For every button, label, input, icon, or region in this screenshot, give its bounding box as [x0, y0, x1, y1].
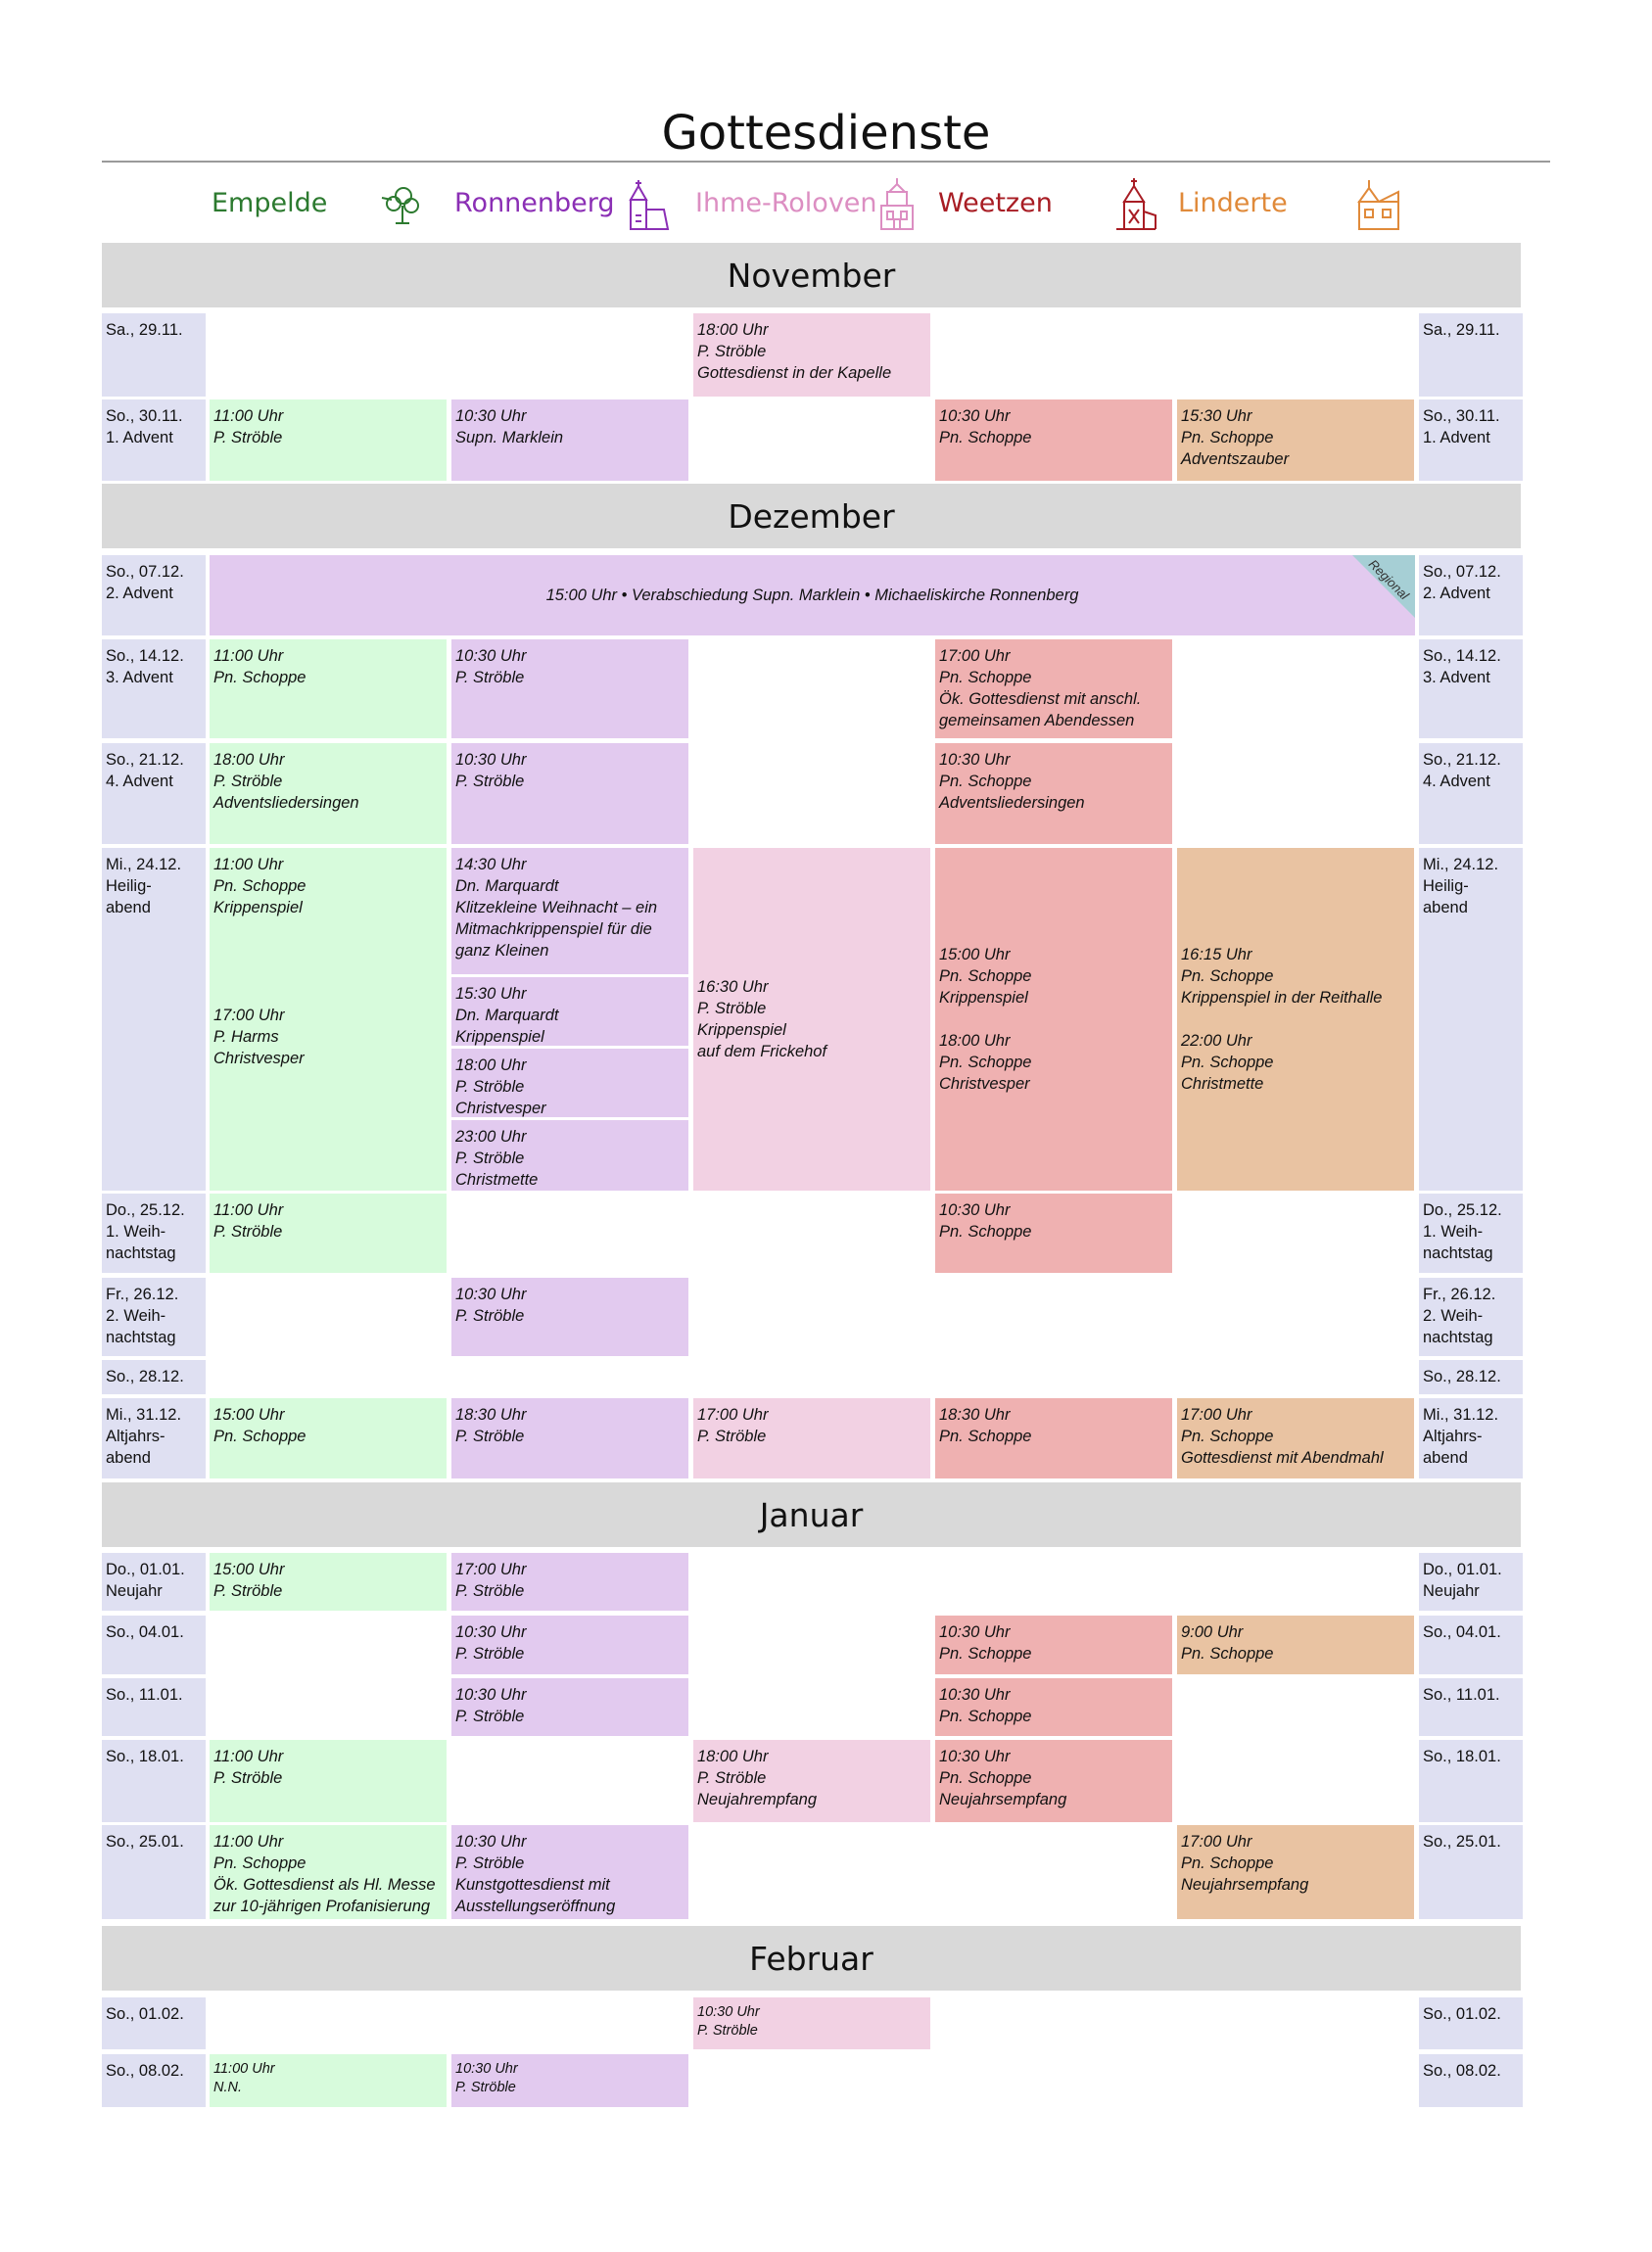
date-cell: Mi., 31.12. Altjahrs- abend — [1419, 1398, 1523, 1478]
date-cell: So., 21.12. 4. Advent — [1419, 743, 1523, 844]
event-cell-linderte: 9:00 Uhr Pn. Schoppe — [1177, 1616, 1414, 1674]
event-cell-linderte: 17:00 Uhr Pn. Schoppe Neujahrsempfang — [1177, 1825, 1414, 1919]
month-header-dezember: Dezember — [102, 484, 1521, 548]
event-cell-ihme-roloven: 17:00 Uhr P. Ströble — [693, 1398, 930, 1478]
date-cell: So., 08.02. — [102, 2054, 206, 2107]
event-cell-ihme-roloven: 18:00 Uhr P. Ströble Gottesdienst in der… — [693, 313, 930, 397]
date-cell: So., 30.11. 1. Advent — [102, 399, 206, 481]
event-cell-ronnenberg: 14:30 Uhr Dn. Marquardt Klitzekleine Wei… — [451, 848, 688, 974]
date-cell: So., 28.12. — [102, 1360, 206, 1394]
event-cell-ronnenberg: 10:30 Uhr P. Ströble — [451, 1278, 688, 1356]
date-cell: So., 08.02. — [1419, 2054, 1523, 2107]
date-cell: So., 18.01. — [1419, 1740, 1523, 1822]
event-cell-linderte: 15:30 Uhr Pn. Schoppe Adventszauber — [1177, 399, 1414, 481]
date-cell: So., 04.01. — [102, 1616, 206, 1674]
date-cell: So., 04.01. — [1419, 1616, 1523, 1674]
event-cell-empelde: 15:00 Uhr P. Ströble — [210, 1553, 447, 1611]
event-cell-empelde: 11:00 Uhr Pn. Schoppe Krippenspiel 17:00… — [210, 848, 447, 1191]
parish-ron: Ronnenberg — [454, 188, 615, 218]
date-cell: Mi., 24.12. Heilig- abend — [1419, 848, 1523, 1191]
event-cell-empelde: 11:00 Uhr P. Ströble — [210, 1194, 447, 1273]
date-cell: So., 28.12. — [1419, 1360, 1523, 1394]
event-cell-ronnenberg: 10:30 Uhr P. Ströble — [451, 639, 688, 738]
event-cell-ihme-roloven: 10:30 Uhr P. Ströble — [693, 1997, 930, 2049]
event-cell-ronnenberg: 10:30 Uhr P. Ströble Kunstgottesdienst m… — [451, 1825, 688, 1919]
event-cell-weetzen: 17:00 Uhr Pn. Schoppe Ök. Gottesdienst m… — [935, 639, 1172, 738]
event-cell-weetzen: 18:30 Uhr Pn. Schoppe — [935, 1398, 1172, 1478]
month-header-november: November — [102, 243, 1521, 307]
house-icon — [1353, 176, 1402, 238]
event-cell-ronnenberg: 15:30 Uhr Dn. Marquardt Krippenspiel — [451, 977, 688, 1046]
event-cell-empelde: 11:00 Uhr P. Ströble — [210, 399, 447, 481]
event-cell-weetzen: 10:30 Uhr Pn. Schoppe — [935, 399, 1172, 481]
event-cell-ronnenberg: 10:30 Uhr P. Ströble — [451, 2054, 688, 2107]
event-cell-empelde: 18:00 Uhr P. Ströble Adventsliedersingen — [210, 743, 447, 844]
event-cell-empelde: 11:00 Uhr P. Ströble — [210, 1740, 447, 1822]
date-cell: Do., 25.12. 1. Weih- nachtstag — [102, 1194, 206, 1273]
date-cell: So., 07.12. 2. Advent — [1419, 555, 1523, 635]
parish-emp: Empelde — [212, 188, 328, 218]
date-cell: Fr., 26.12. 2. Weih- nachtstag — [102, 1278, 206, 1356]
month-header-februar: Februar — [102, 1926, 1521, 1991]
event-cell-ronnenberg: 23:00 Uhr P. Ströble Christmette — [451, 1120, 688, 1191]
date-cell: So., 25.01. — [102, 1825, 206, 1919]
event-cell-weetzen: 10:30 Uhr Pn. Schoppe Adventsliedersinge… — [935, 743, 1172, 844]
event-cell-linderte: 16:15 Uhr Pn. Schoppe Krippenspiel in de… — [1177, 848, 1414, 1191]
date-cell: So., 01.02. — [1419, 1997, 1523, 2049]
regional-event-text: 15:00 Uhr • Verabschiedung Supn. Marklei… — [545, 586, 1079, 604]
date-cell: So., 01.02. — [102, 1997, 206, 2049]
event-cell-ronnenberg: 10:30 Uhr P. Ströble — [451, 1616, 688, 1674]
date-cell: So., 30.11. 1. Advent — [1419, 399, 1523, 481]
event-cell-weetzen: 10:30 Uhr Pn. Schoppe — [935, 1678, 1172, 1736]
regional-event: 15:00 Uhr • Verabschiedung Supn. Marklei… — [210, 555, 1415, 635]
title-divider — [102, 161, 1550, 163]
event-cell-weetzen: 10:30 Uhr Pn. Schoppe Neujahrsempfang — [935, 1740, 1172, 1822]
page-title: Gottesdienste — [661, 106, 991, 161]
event-cell-empelde: 11:00 Uhr Pn. Schoppe Ök. Gottesdienst a… — [210, 1825, 447, 1919]
event-cell-ihme-roloven: 16:30 Uhr P. Ströble Krippenspiel auf de… — [693, 848, 930, 1191]
date-cell: Do., 01.01. Neujahr — [102, 1553, 206, 1611]
tree-icon — [374, 176, 427, 234]
date-cell: So., 11.01. — [102, 1678, 206, 1736]
date-cell: Mi., 31.12. Altjahrs- abend — [102, 1398, 206, 1478]
event-cell-ronnenberg: 17:00 Uhr P. Ströble — [451, 1553, 688, 1611]
church-icon — [625, 176, 672, 238]
date-cell: So., 18.01. — [102, 1740, 206, 1822]
chapel-icon — [1112, 176, 1159, 238]
event-cell-weetzen: 10:30 Uhr Pn. Schoppe — [935, 1616, 1172, 1674]
parish-lin: Linderte — [1178, 188, 1288, 218]
event-cell-linderte: 17:00 Uhr Pn. Schoppe Gottesdienst mit A… — [1177, 1398, 1414, 1478]
regional-badge: Regional — [1317, 555, 1415, 635]
parish-ihm: Ihme-Roloven — [695, 188, 877, 218]
event-cell-weetzen: 10:30 Uhr Pn. Schoppe — [935, 1194, 1172, 1273]
event-cell-empelde: 15:00 Uhr Pn. Schoppe — [210, 1398, 447, 1478]
date-cell: So., 14.12. 3. Advent — [1419, 639, 1523, 738]
tower-icon — [877, 176, 917, 238]
date-cell: Fr., 26.12. 2. Weih- nachtstag — [1419, 1278, 1523, 1356]
date-cell: Sa., 29.11. — [1419, 313, 1523, 397]
date-cell: Do., 01.01. Neujahr — [1419, 1553, 1523, 1611]
event-cell-weetzen: 15:00 Uhr Pn. Schoppe Krippenspiel 18:00… — [935, 848, 1172, 1191]
event-cell-ronnenberg: 10:30 Uhr P. Ströble — [451, 743, 688, 844]
month-header-januar: Januar — [102, 1482, 1521, 1547]
parish-wee: Weetzen — [938, 188, 1053, 218]
date-cell: Mi., 24.12. Heilig- abend — [102, 848, 206, 1191]
date-cell: So., 21.12. 4. Advent — [102, 743, 206, 844]
event-cell-ronnenberg: 18:30 Uhr P. Ströble — [451, 1398, 688, 1478]
event-cell-ronnenberg: 18:00 Uhr P. Ströble Christvesper — [451, 1049, 688, 1117]
date-cell: So., 07.12. 2. Advent — [102, 555, 206, 635]
event-cell-empelde: 11:00 Uhr N.N. — [210, 2054, 447, 2107]
event-cell-ronnenberg: 10:30 Uhr P. Ströble — [451, 1678, 688, 1736]
date-cell: Sa., 29.11. — [102, 313, 206, 397]
date-cell: So., 25.01. — [1419, 1825, 1523, 1919]
event-cell-ronnenberg: 10:30 Uhr Supn. Marklein — [451, 399, 688, 481]
event-cell-ihme-roloven: 18:00 Uhr P. Ströble Neujahrempfang — [693, 1740, 930, 1822]
date-cell: Do., 25.12. 1. Weih- nachtstag — [1419, 1194, 1523, 1273]
event-cell-empelde: 11:00 Uhr Pn. Schoppe — [210, 639, 447, 738]
date-cell: So., 11.01. — [1419, 1678, 1523, 1736]
date-cell: So., 14.12. 3. Advent — [102, 639, 206, 738]
